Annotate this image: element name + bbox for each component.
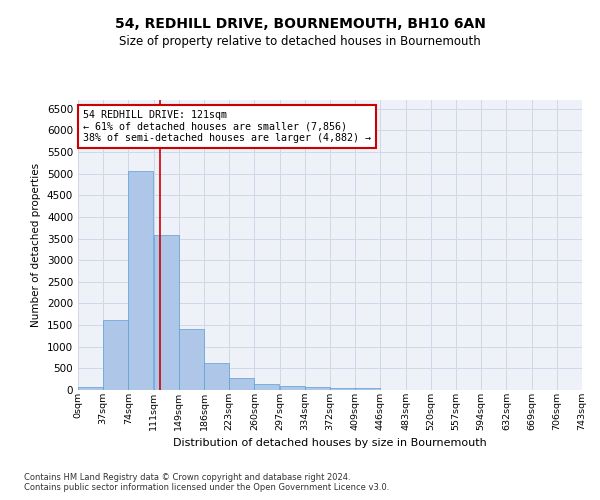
Bar	[229, 378, 254, 390]
Text: Size of property relative to detached houses in Bournemouth: Size of property relative to detached ho…	[119, 35, 481, 48]
Text: Contains public sector information licensed under the Open Government Licence v3: Contains public sector information licen…	[24, 482, 389, 492]
Bar	[280, 386, 305, 390]
Bar	[154, 236, 179, 390]
Bar	[254, 384, 280, 390]
Bar	[355, 388, 380, 390]
Bar	[78, 387, 103, 390]
Y-axis label: Number of detached properties: Number of detached properties	[31, 163, 41, 327]
Bar	[330, 388, 355, 390]
X-axis label: Distribution of detached houses by size in Bournemouth: Distribution of detached houses by size …	[173, 438, 487, 448]
Bar	[179, 329, 204, 390]
Text: 54, REDHILL DRIVE, BOURNEMOUTH, BH10 6AN: 54, REDHILL DRIVE, BOURNEMOUTH, BH10 6AN	[115, 18, 485, 32]
Text: Contains HM Land Registry data © Crown copyright and database right 2024.: Contains HM Land Registry data © Crown c…	[24, 472, 350, 482]
Bar	[128, 171, 154, 390]
Bar	[204, 363, 229, 390]
Bar	[103, 320, 128, 390]
Text: 54 REDHILL DRIVE: 121sqm
← 61% of detached houses are smaller (7,856)
38% of sem: 54 REDHILL DRIVE: 121sqm ← 61% of detach…	[83, 110, 371, 144]
Bar	[305, 387, 330, 390]
